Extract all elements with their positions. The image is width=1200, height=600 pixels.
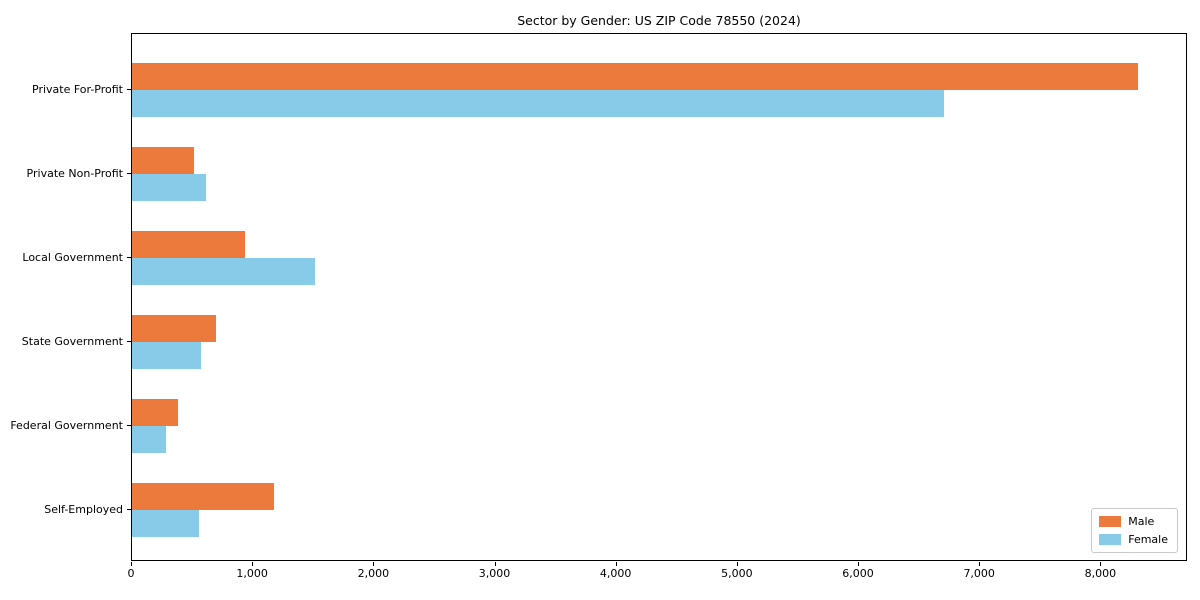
legend: Male Female: [1091, 508, 1178, 553]
bar-female-local-government: [132, 258, 315, 285]
x-tick-mark-6000: [858, 562, 860, 566]
y-tick-mark-state-government: [127, 341, 131, 342]
y-tick-mark-local-government: [127, 257, 131, 258]
y-tick-label-local-government: Local Government: [22, 251, 123, 264]
x-tick-label-6000: 6,000: [842, 567, 874, 580]
y-tick-mark-private-non-profit: [127, 173, 131, 174]
bar-female-private-for-profit: [132, 90, 944, 117]
x-tick-label-7000: 7,000: [963, 567, 995, 580]
male-color-swatch: [1099, 516, 1122, 527]
bar-male-self-employed: [132, 483, 274, 510]
legend-item-male: Male: [1099, 515, 1168, 528]
legend-label-male: Male: [1128, 515, 1155, 528]
y-tick-label-private-non-profit: Private Non-Profit: [26, 167, 123, 180]
y-tick-label-federal-government: Federal Government: [10, 419, 123, 432]
y-tick-mark-private-for-profit: [127, 89, 131, 90]
bar-male-private-non-profit: [132, 147, 194, 174]
bar-male-state-government: [132, 315, 216, 342]
x-tick-label-8000: 8,000: [1084, 567, 1117, 580]
x-tick-label-5000: 5,000: [721, 567, 753, 580]
chart-title: Sector by Gender: US ZIP Code 78550 (202…: [517, 13, 801, 28]
x-tick-mark-5000: [736, 562, 738, 566]
legend-item-female: Female: [1099, 533, 1168, 546]
x-tick-mark-4000: [615, 562, 617, 566]
plot-area: Male Female: [131, 33, 1187, 561]
x-tick-label-0: 0: [127, 567, 135, 580]
x-tick-label-3000: 3,000: [478, 567, 511, 580]
bar-female-federal-government: [132, 426, 166, 453]
x-tick-mark-3000: [494, 562, 496, 566]
bar-female-self-employed: [132, 510, 199, 537]
x-tick-label-1000: 1,000: [236, 567, 268, 580]
legend-label-female: Female: [1128, 533, 1168, 546]
bar-male-private-for-profit: [132, 63, 1138, 90]
x-tick-label-2000: 2,000: [357, 567, 390, 580]
y-tick-label-private-for-profit: Private For-Profit: [32, 83, 123, 96]
y-tick-label-state-government: State Government: [21, 335, 123, 348]
x-tick-mark-1000: [252, 562, 254, 566]
x-tick-label-4000: 4,000: [599, 567, 632, 580]
x-tick-mark-7000: [979, 562, 981, 566]
x-tick-mark-2000: [373, 562, 375, 566]
bar-female-private-non-profit: [132, 174, 206, 201]
y-tick-mark-self-employed: [127, 509, 131, 510]
x-tick-mark-0: [131, 562, 132, 566]
bar-male-local-government: [132, 231, 245, 258]
bar-female-state-government: [132, 342, 202, 369]
y-tick-label-self-employed: Self-Employed: [44, 503, 123, 516]
bar-male-federal-government: [132, 399, 179, 426]
x-tick-mark-8000: [1100, 562, 1102, 566]
y-tick-mark-federal-government: [127, 425, 131, 426]
female-color-swatch: [1099, 534, 1122, 545]
